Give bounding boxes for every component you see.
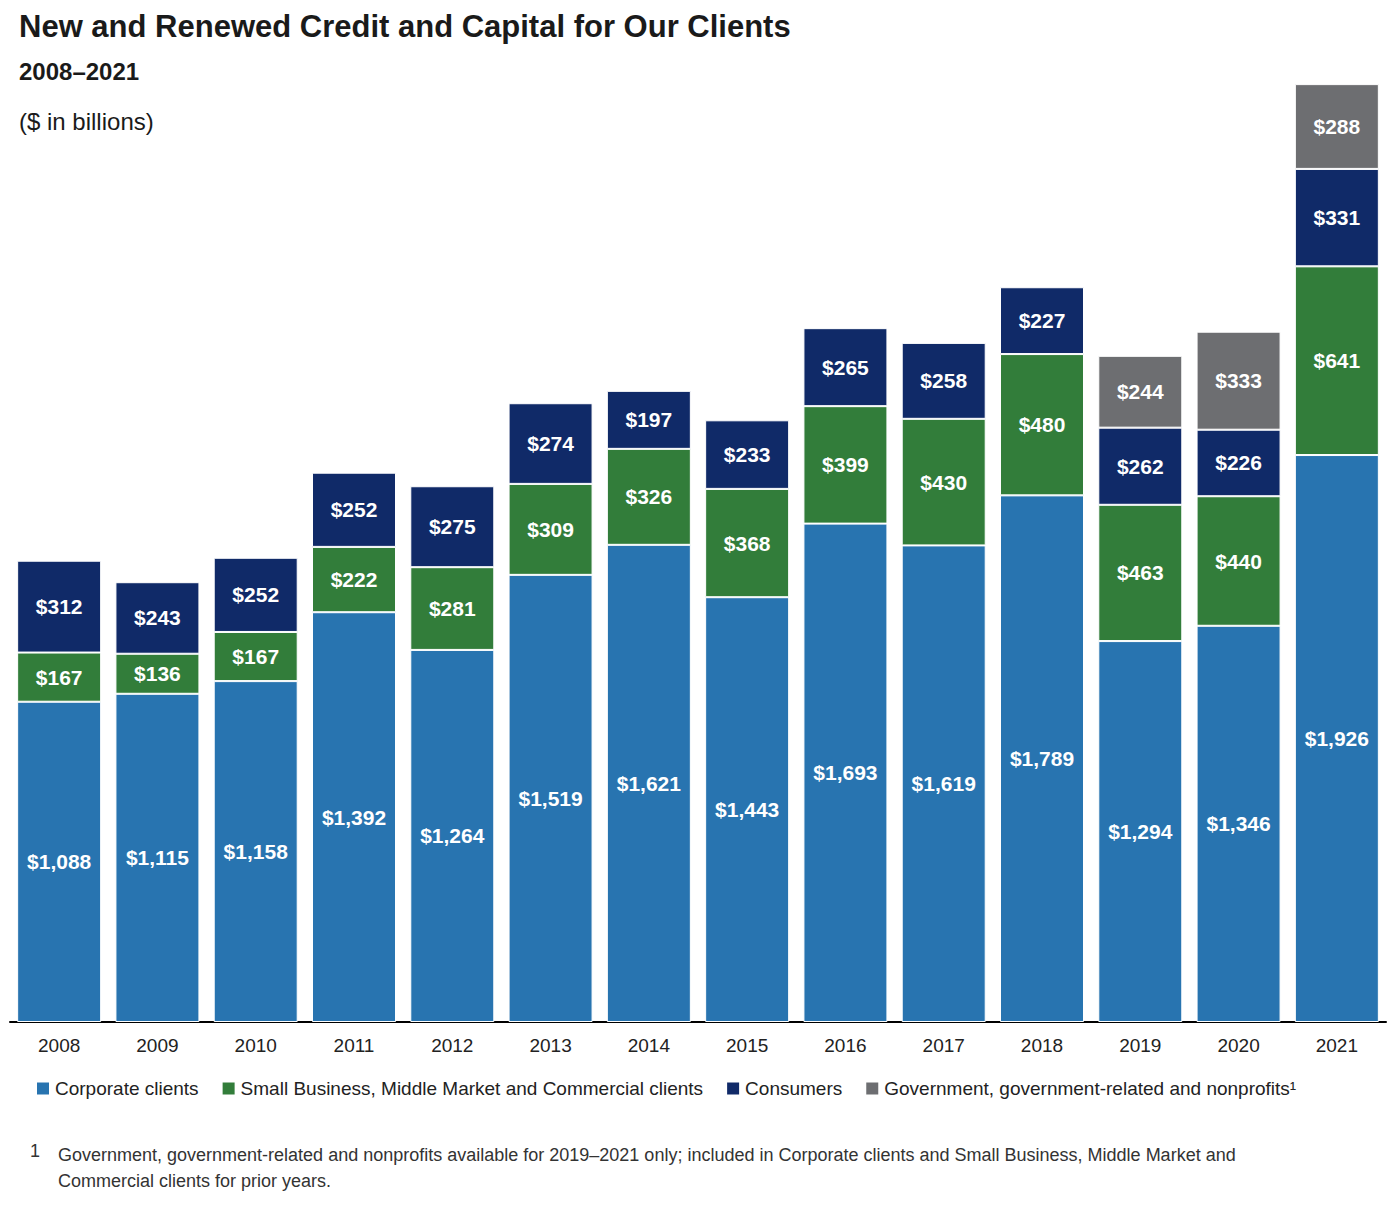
svg-text:$1,577: $1,577 bbox=[224, 528, 288, 551]
svg-text:$463: $463 bbox=[1117, 561, 1164, 584]
svg-text:1: 1 bbox=[30, 1141, 40, 1161]
svg-text:$430: $430 bbox=[920, 471, 967, 494]
svg-text:$197: $197 bbox=[625, 408, 672, 431]
svg-text:$288: $288 bbox=[1313, 115, 1360, 138]
svg-text:$2,102: $2,102 bbox=[518, 373, 582, 396]
svg-text:$2,357: $2,357 bbox=[813, 298, 877, 321]
svg-text:$243: $243 bbox=[134, 606, 181, 629]
svg-text:$309: $309 bbox=[527, 518, 574, 541]
svg-text:$1,088: $1,088 bbox=[27, 850, 92, 873]
svg-text:$1,443: $1,443 bbox=[715, 798, 779, 821]
svg-text:2012: 2012 bbox=[431, 1035, 473, 1056]
svg-text:$1,494: $1,494 bbox=[125, 552, 190, 575]
svg-text:$1,294: $1,294 bbox=[1108, 820, 1173, 843]
svg-text:$1,621: $1,621 bbox=[617, 772, 682, 795]
svg-text:2009: 2009 bbox=[136, 1035, 178, 1056]
svg-text:$2,307: $2,307 bbox=[912, 313, 976, 336]
svg-text:2018: 2018 bbox=[1021, 1035, 1063, 1056]
svg-text:$233: $233 bbox=[724, 443, 771, 466]
svg-text:$641: $641 bbox=[1313, 349, 1360, 372]
svg-text:$1,346: $1,346 bbox=[1206, 812, 1270, 835]
svg-text:$3,186: $3,186 bbox=[1305, 54, 1369, 77]
svg-text:2008: 2008 bbox=[38, 1035, 80, 1056]
svg-text:$1,820: $1,820 bbox=[420, 456, 484, 479]
svg-text:$2,345: $2,345 bbox=[1206, 302, 1271, 325]
svg-text:$252: $252 bbox=[232, 583, 279, 606]
svg-text:$440: $440 bbox=[1215, 550, 1262, 573]
svg-text:$480: $480 bbox=[1019, 413, 1066, 436]
svg-text:$167: $167 bbox=[36, 666, 83, 689]
svg-text:$262: $262 bbox=[1117, 455, 1164, 478]
svg-text:$226: $226 bbox=[1215, 451, 1262, 474]
svg-text:Commercial clients for prior y: Commercial clients for prior years. bbox=[58, 1171, 331, 1191]
svg-text:$368: $368 bbox=[724, 532, 771, 555]
svg-text:$1,789: $1,789 bbox=[1010, 747, 1074, 770]
svg-text:$1,693: $1,693 bbox=[813, 761, 877, 784]
svg-text:2019: 2019 bbox=[1119, 1035, 1161, 1056]
svg-text:$1,158: $1,158 bbox=[224, 840, 289, 863]
svg-text:$274: $274 bbox=[527, 432, 574, 455]
svg-text:2016: 2016 bbox=[824, 1035, 866, 1056]
svg-text:$1,926: $1,926 bbox=[1305, 727, 1369, 750]
svg-text:$281: $281 bbox=[429, 597, 476, 620]
svg-text:$244: $244 bbox=[1117, 380, 1164, 403]
svg-text:$399: $399 bbox=[822, 453, 869, 476]
svg-text:New and Renewed Credit and Cap: New and Renewed Credit and Capital for O… bbox=[19, 9, 791, 44]
svg-text:$1,567: $1,567 bbox=[27, 531, 91, 554]
svg-text:$2,263: $2,263 bbox=[1108, 326, 1172, 349]
svg-text:2010: 2010 bbox=[235, 1035, 277, 1056]
svg-text:Corporate clients: Corporate clients bbox=[55, 1078, 199, 1099]
svg-text:Small Business, Middle Market: Small Business, Middle Market and Commer… bbox=[241, 1078, 704, 1099]
svg-text:$2,144: $2,144 bbox=[617, 361, 682, 384]
svg-text:$333: $333 bbox=[1215, 369, 1262, 392]
svg-text:$1,519: $1,519 bbox=[518, 787, 582, 810]
svg-text:$136: $136 bbox=[134, 662, 181, 685]
svg-text:$1,619: $1,619 bbox=[912, 772, 976, 795]
svg-text:$1,264: $1,264 bbox=[420, 824, 485, 847]
svg-text:$265: $265 bbox=[822, 356, 869, 379]
svg-text:2014: 2014 bbox=[628, 1035, 671, 1056]
svg-text:2021: 2021 bbox=[1316, 1035, 1358, 1056]
svg-text:$167: $167 bbox=[232, 645, 279, 668]
svg-text:$222: $222 bbox=[331, 568, 378, 591]
svg-text:2013: 2013 bbox=[529, 1035, 571, 1056]
svg-text:$1,392: $1,392 bbox=[322, 806, 386, 829]
svg-text:Consumers: Consumers bbox=[745, 1078, 842, 1099]
svg-text:$2,044: $2,044 bbox=[715, 390, 780, 413]
svg-text:2011: 2011 bbox=[334, 1035, 375, 1056]
svg-text:$312: $312 bbox=[36, 595, 83, 618]
svg-text:$275: $275 bbox=[429, 515, 476, 538]
svg-text:($ in billions): ($ in billions) bbox=[19, 108, 154, 135]
svg-text:2008–2021: 2008–2021 bbox=[19, 58, 139, 85]
svg-text:Government, government-related: Government, government-related and nonpr… bbox=[58, 1145, 1241, 1165]
svg-text:$1,866: $1,866 bbox=[322, 443, 386, 466]
svg-text:$331: $331 bbox=[1313, 206, 1360, 229]
svg-text:2015: 2015 bbox=[726, 1035, 768, 1056]
svg-text:$227: $227 bbox=[1019, 309, 1066, 332]
svg-text:2017: 2017 bbox=[923, 1035, 965, 1056]
svg-text:$1,115: $1,115 bbox=[126, 846, 189, 869]
svg-text:$2,496: $2,496 bbox=[1010, 257, 1074, 280]
svg-text:Government, government-related: Government, government-related and nonpr… bbox=[884, 1078, 1296, 1099]
svg-text:$326: $326 bbox=[625, 485, 672, 508]
svg-text:$252: $252 bbox=[331, 498, 378, 521]
svg-text:$258: $258 bbox=[920, 369, 967, 392]
svg-text:2020: 2020 bbox=[1217, 1035, 1259, 1056]
